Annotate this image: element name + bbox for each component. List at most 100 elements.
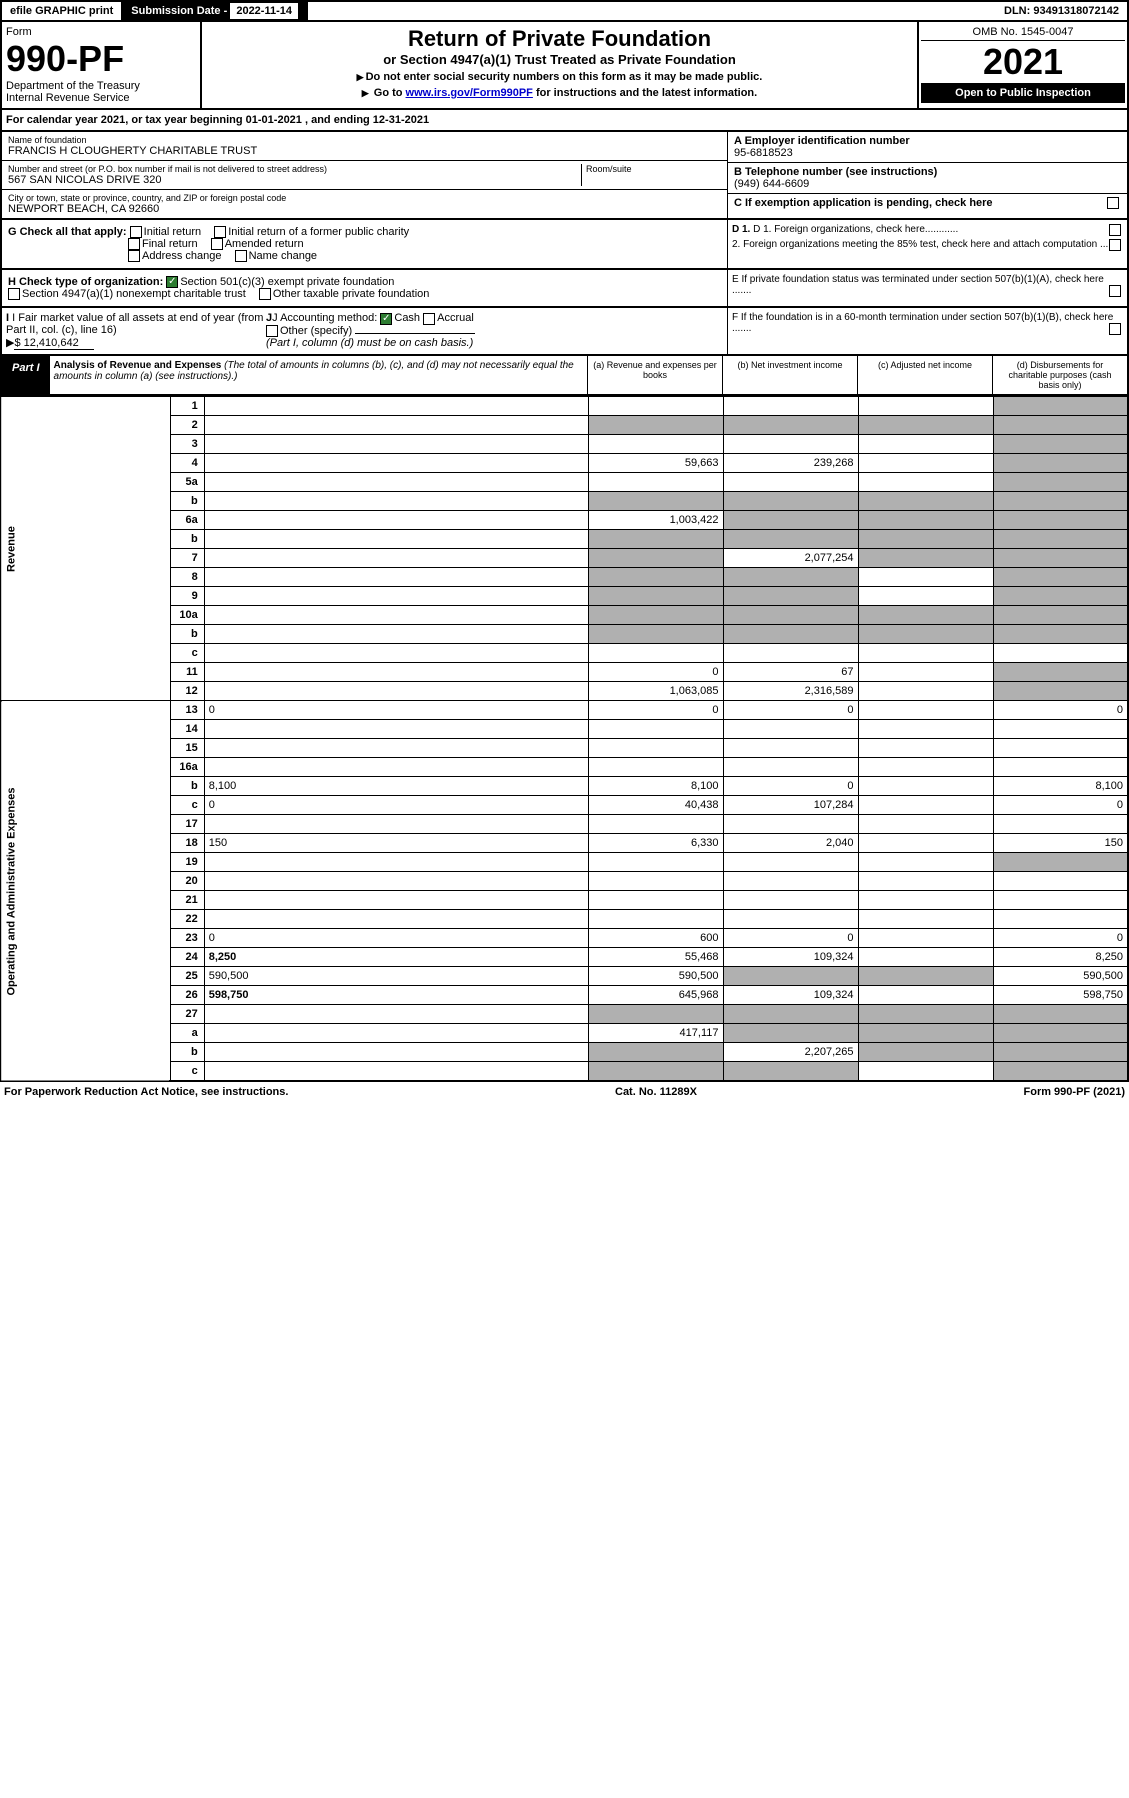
cb-4947[interactable] (8, 288, 20, 300)
cb-other-method[interactable] (266, 325, 278, 337)
cell-a (588, 549, 723, 568)
cell-a: 8,100 (588, 777, 723, 796)
cb-initial[interactable] (130, 226, 142, 238)
row-desc (204, 1005, 588, 1024)
row-desc (204, 891, 588, 910)
cell-c (858, 511, 993, 530)
cb-d2[interactable] (1109, 239, 1121, 251)
row-desc (204, 397, 588, 416)
footer-mid: Cat. No. 11289X (615, 1086, 697, 1098)
cell-b: 2,316,589 (723, 682, 858, 701)
irs-link[interactable]: www.irs.gov/Form990PF (406, 87, 533, 99)
cell-d (993, 549, 1128, 568)
row-desc (204, 511, 588, 530)
irs: Internal Revenue Service (6, 92, 196, 104)
cb-accrual[interactable] (423, 313, 435, 325)
main-table: Revenue123459,663239,2685ab6a1,003,422b7… (0, 396, 1129, 1082)
cell-d (993, 1062, 1128, 1082)
cell-b (723, 568, 858, 587)
h-label: H Check type of organization: (8, 276, 163, 288)
col-d-header: (d) Disbursements for charitable purpose… (992, 356, 1127, 394)
cell-d (993, 739, 1128, 758)
cb-final[interactable] (128, 238, 140, 250)
col-c-header: (c) Adjusted net income (857, 356, 992, 394)
cell-d (993, 435, 1128, 454)
j-label: J Accounting method: (272, 312, 377, 324)
row-desc: 598,750 (204, 986, 588, 1005)
c-checkbox[interactable] (1107, 197, 1119, 209)
form-number: 990-PF (6, 38, 196, 80)
cb-initial-former[interactable] (214, 226, 226, 238)
cb-other-tax[interactable] (259, 288, 271, 300)
cell-c (858, 986, 993, 1005)
cell-a (588, 435, 723, 454)
row-number: c (170, 644, 204, 663)
row-desc (204, 454, 588, 473)
cell-a: 645,968 (588, 986, 723, 1005)
cb-d1[interactable] (1109, 224, 1121, 236)
e-text: E If private foundation status was termi… (732, 274, 1104, 296)
tax-year: 2021 (921, 41, 1125, 83)
cell-b: 0 (723, 929, 858, 948)
row-desc (204, 910, 588, 929)
cell-a (588, 397, 723, 416)
form-label: Form (6, 26, 196, 38)
cell-a: 40,438 (588, 796, 723, 815)
cell-b: 2,207,265 (723, 1043, 858, 1062)
cell-b (723, 530, 858, 549)
row-desc: 590,500 (204, 967, 588, 986)
ein: 95-6818523 (734, 147, 1121, 159)
row-number: 17 (170, 815, 204, 834)
row-desc (204, 872, 588, 891)
cb-cash[interactable] (380, 313, 392, 325)
row-number: 19 (170, 853, 204, 872)
cell-d: 0 (993, 796, 1128, 815)
cell-b (723, 473, 858, 492)
addr-label: Number and street (or P.O. box number if… (8, 164, 581, 174)
cell-c (858, 416, 993, 435)
cb-addr-change[interactable] (128, 250, 140, 262)
efile-button[interactable]: efile GRAPHIC print (2, 2, 123, 20)
row-desc: 0 (204, 796, 588, 815)
cell-c (858, 473, 993, 492)
cell-a (588, 758, 723, 777)
cell-c (858, 625, 993, 644)
cell-b (723, 511, 858, 530)
cell-b (723, 416, 858, 435)
row-number: c (170, 796, 204, 815)
revenue-side-label: Revenue (1, 397, 170, 701)
row-desc (204, 625, 588, 644)
cell-d (993, 758, 1128, 777)
cell-a (588, 416, 723, 435)
cell-b (723, 815, 858, 834)
cell-b: 107,284 (723, 796, 858, 815)
cell-b: 2,040 (723, 834, 858, 853)
ein-label: A Employer identification number (734, 135, 1121, 147)
cell-d (993, 454, 1128, 473)
cell-b (723, 397, 858, 416)
cb-amended[interactable] (211, 238, 223, 250)
dept: Department of the Treasury (6, 80, 196, 92)
cell-d (993, 473, 1128, 492)
row-number: a (170, 1024, 204, 1043)
cell-b: 2,077,254 (723, 549, 858, 568)
cell-d: 0 (993, 929, 1128, 948)
cell-b (723, 644, 858, 663)
cell-c (858, 701, 993, 720)
cell-c (858, 872, 993, 891)
open-public: Open to Public Inspection (921, 83, 1125, 103)
calendar-year: For calendar year 2021, or tax year begi… (0, 110, 1129, 132)
cb-501c3[interactable] (166, 276, 178, 288)
row-number: 2 (170, 416, 204, 435)
row-desc (204, 473, 588, 492)
cb-e[interactable] (1109, 285, 1121, 297)
cb-name-change[interactable] (235, 250, 247, 262)
city-label: City or town, state or province, country… (8, 193, 721, 203)
cell-c (858, 853, 993, 872)
cb-f[interactable] (1109, 323, 1121, 335)
table-row: Revenue1 (1, 397, 1128, 416)
row-desc (204, 587, 588, 606)
cell-a: 1,063,085 (588, 682, 723, 701)
cell-d (993, 815, 1128, 834)
row-desc: 8,100 (204, 777, 588, 796)
